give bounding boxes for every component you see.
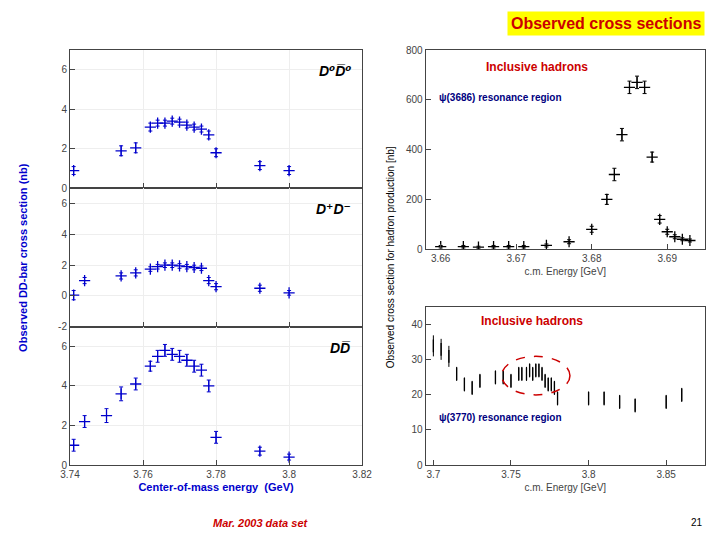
svg-text:200: 200 [406,194,423,205]
svg-text:0: 0 [417,460,423,471]
svg-text:c.m. Energy [GeV]: c.m. Energy [GeV] [524,266,606,277]
svg-text:3.78: 3.78 [206,469,226,480]
svg-text:Observed cross section for had: Observed cross section for hadron produc… [385,146,396,368]
svg-text:3.8: 3.8 [582,469,596,480]
svg-text:Inclusive hadrons: Inclusive hadrons [486,60,588,74]
svg-text:3.66: 3.66 [431,253,451,264]
svg-text:40: 40 [411,319,423,330]
svg-text:ψ(3686) resonance region: ψ(3686) resonance region [439,92,562,103]
svg-text:4: 4 [61,380,67,391]
svg-text:3.76: 3.76 [133,469,153,480]
svg-text:0: 0 [61,460,67,471]
svg-text:800: 800 [406,45,423,56]
svg-text:10: 10 [411,424,423,435]
svg-text:3.7: 3.7 [426,469,440,480]
svg-text:Inclusive hadrons: Inclusive hadrons [481,314,583,328]
svg-text:3.85: 3.85 [656,469,676,480]
svg-text:-2: -2 [58,321,67,332]
svg-text:3.68: 3.68 [582,253,602,264]
svg-text:20: 20 [411,389,423,400]
svg-text:4: 4 [61,104,67,115]
svg-text:6: 6 [61,198,67,209]
svg-text:D⁰D̅⁰: D⁰D̅⁰ [319,63,351,79]
svg-text:3.75: 3.75 [501,469,521,480]
svg-text:0: 0 [61,183,67,194]
svg-text:4: 4 [61,229,67,240]
svg-text:600: 600 [406,94,423,105]
svg-text:c.m. Energy [GeV]: c.m. Energy [GeV] [524,482,606,493]
svg-text:2: 2 [61,143,67,154]
svg-text:Observed DD-bar cross section: Observed DD-bar cross section (nb) [17,163,29,352]
svg-text:3.69: 3.69 [658,253,678,264]
svg-text:D⁺D⁻: D⁺D⁻ [316,201,351,217]
svg-text:400: 400 [406,144,423,155]
svg-text:DD̅: DD̅ [330,340,351,356]
svg-text:3.82: 3.82 [352,469,372,480]
svg-text:21: 21 [691,517,703,528]
svg-text:0: 0 [61,290,67,301]
svg-text:3.8: 3.8 [282,469,296,480]
svg-text:Observed cross sections: Observed cross sections [511,15,701,32]
svg-text:3.74: 3.74 [60,469,80,480]
svg-text:6: 6 [61,341,67,352]
svg-text:3.67: 3.67 [506,253,526,264]
svg-text:6: 6 [61,64,67,75]
svg-text:Center-of-mass energy (GeV): Center-of-mass energy (GeV) [138,481,294,493]
svg-text:2: 2 [61,420,67,431]
svg-text:2: 2 [61,260,67,271]
svg-text:30: 30 [411,354,423,365]
svg-text:ψ(3770) resonance region: ψ(3770) resonance region [439,412,562,423]
svg-text:Mar. 2003 data set: Mar. 2003 data set [213,517,309,529]
svg-text:0: 0 [417,244,423,255]
